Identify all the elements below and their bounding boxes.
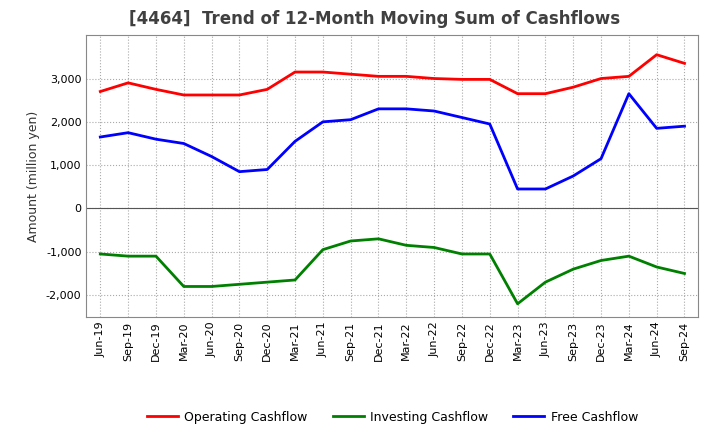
- Y-axis label: Amount (million yen): Amount (million yen): [27, 110, 40, 242]
- Investing Cashflow: [402, 243, 410, 248]
- Free Cashflow: [346, 117, 355, 122]
- Free Cashflow: [430, 108, 438, 114]
- Line: Free Cashflow: Free Cashflow: [100, 94, 685, 189]
- Free Cashflow: [458, 115, 467, 120]
- Free Cashflow: [263, 167, 271, 172]
- Operating Cashflow: [541, 91, 550, 96]
- Operating Cashflow: [569, 84, 577, 90]
- Free Cashflow: [235, 169, 243, 174]
- Operating Cashflow: [235, 92, 243, 98]
- Investing Cashflow: [374, 236, 383, 242]
- Investing Cashflow: [235, 282, 243, 287]
- Operating Cashflow: [291, 70, 300, 75]
- Free Cashflow: [291, 139, 300, 144]
- Investing Cashflow: [207, 284, 216, 289]
- Free Cashflow: [374, 106, 383, 111]
- Investing Cashflow: [263, 279, 271, 285]
- Free Cashflow: [402, 106, 410, 111]
- Investing Cashflow: [541, 279, 550, 285]
- Operating Cashflow: [318, 70, 327, 75]
- Free Cashflow: [485, 121, 494, 127]
- Operating Cashflow: [96, 89, 104, 94]
- Free Cashflow: [652, 126, 661, 131]
- Investing Cashflow: [124, 253, 132, 259]
- Operating Cashflow: [624, 74, 633, 79]
- Free Cashflow: [680, 124, 689, 129]
- Investing Cashflow: [458, 251, 467, 257]
- Line: Operating Cashflow: Operating Cashflow: [100, 55, 685, 95]
- Investing Cashflow: [485, 251, 494, 257]
- Investing Cashflow: [680, 271, 689, 276]
- Operating Cashflow: [124, 80, 132, 85]
- Operating Cashflow: [458, 77, 467, 82]
- Operating Cashflow: [485, 77, 494, 82]
- Legend: Operating Cashflow, Investing Cashflow, Free Cashflow: Operating Cashflow, Investing Cashflow, …: [142, 406, 643, 429]
- Investing Cashflow: [96, 251, 104, 257]
- Text: [4464]  Trend of 12-Month Moving Sum of Cashflows: [4464] Trend of 12-Month Moving Sum of C…: [130, 10, 621, 28]
- Investing Cashflow: [318, 247, 327, 252]
- Operating Cashflow: [652, 52, 661, 57]
- Free Cashflow: [152, 136, 161, 142]
- Free Cashflow: [569, 173, 577, 179]
- Free Cashflow: [541, 187, 550, 192]
- Investing Cashflow: [569, 267, 577, 272]
- Line: Investing Cashflow: Investing Cashflow: [100, 239, 685, 304]
- Operating Cashflow: [179, 92, 188, 98]
- Free Cashflow: [207, 154, 216, 159]
- Investing Cashflow: [291, 277, 300, 282]
- Free Cashflow: [318, 119, 327, 125]
- Investing Cashflow: [652, 264, 661, 270]
- Operating Cashflow: [513, 91, 522, 96]
- Free Cashflow: [624, 91, 633, 96]
- Free Cashflow: [513, 187, 522, 192]
- Investing Cashflow: [430, 245, 438, 250]
- Investing Cashflow: [597, 258, 606, 263]
- Operating Cashflow: [207, 92, 216, 98]
- Operating Cashflow: [374, 74, 383, 79]
- Operating Cashflow: [430, 76, 438, 81]
- Investing Cashflow: [513, 301, 522, 306]
- Operating Cashflow: [263, 87, 271, 92]
- Free Cashflow: [179, 141, 188, 146]
- Free Cashflow: [96, 134, 104, 139]
- Operating Cashflow: [680, 61, 689, 66]
- Operating Cashflow: [152, 87, 161, 92]
- Investing Cashflow: [152, 253, 161, 259]
- Operating Cashflow: [402, 74, 410, 79]
- Investing Cashflow: [624, 253, 633, 259]
- Investing Cashflow: [179, 284, 188, 289]
- Operating Cashflow: [597, 76, 606, 81]
- Free Cashflow: [124, 130, 132, 136]
- Investing Cashflow: [346, 238, 355, 244]
- Operating Cashflow: [346, 72, 355, 77]
- Free Cashflow: [597, 156, 606, 161]
